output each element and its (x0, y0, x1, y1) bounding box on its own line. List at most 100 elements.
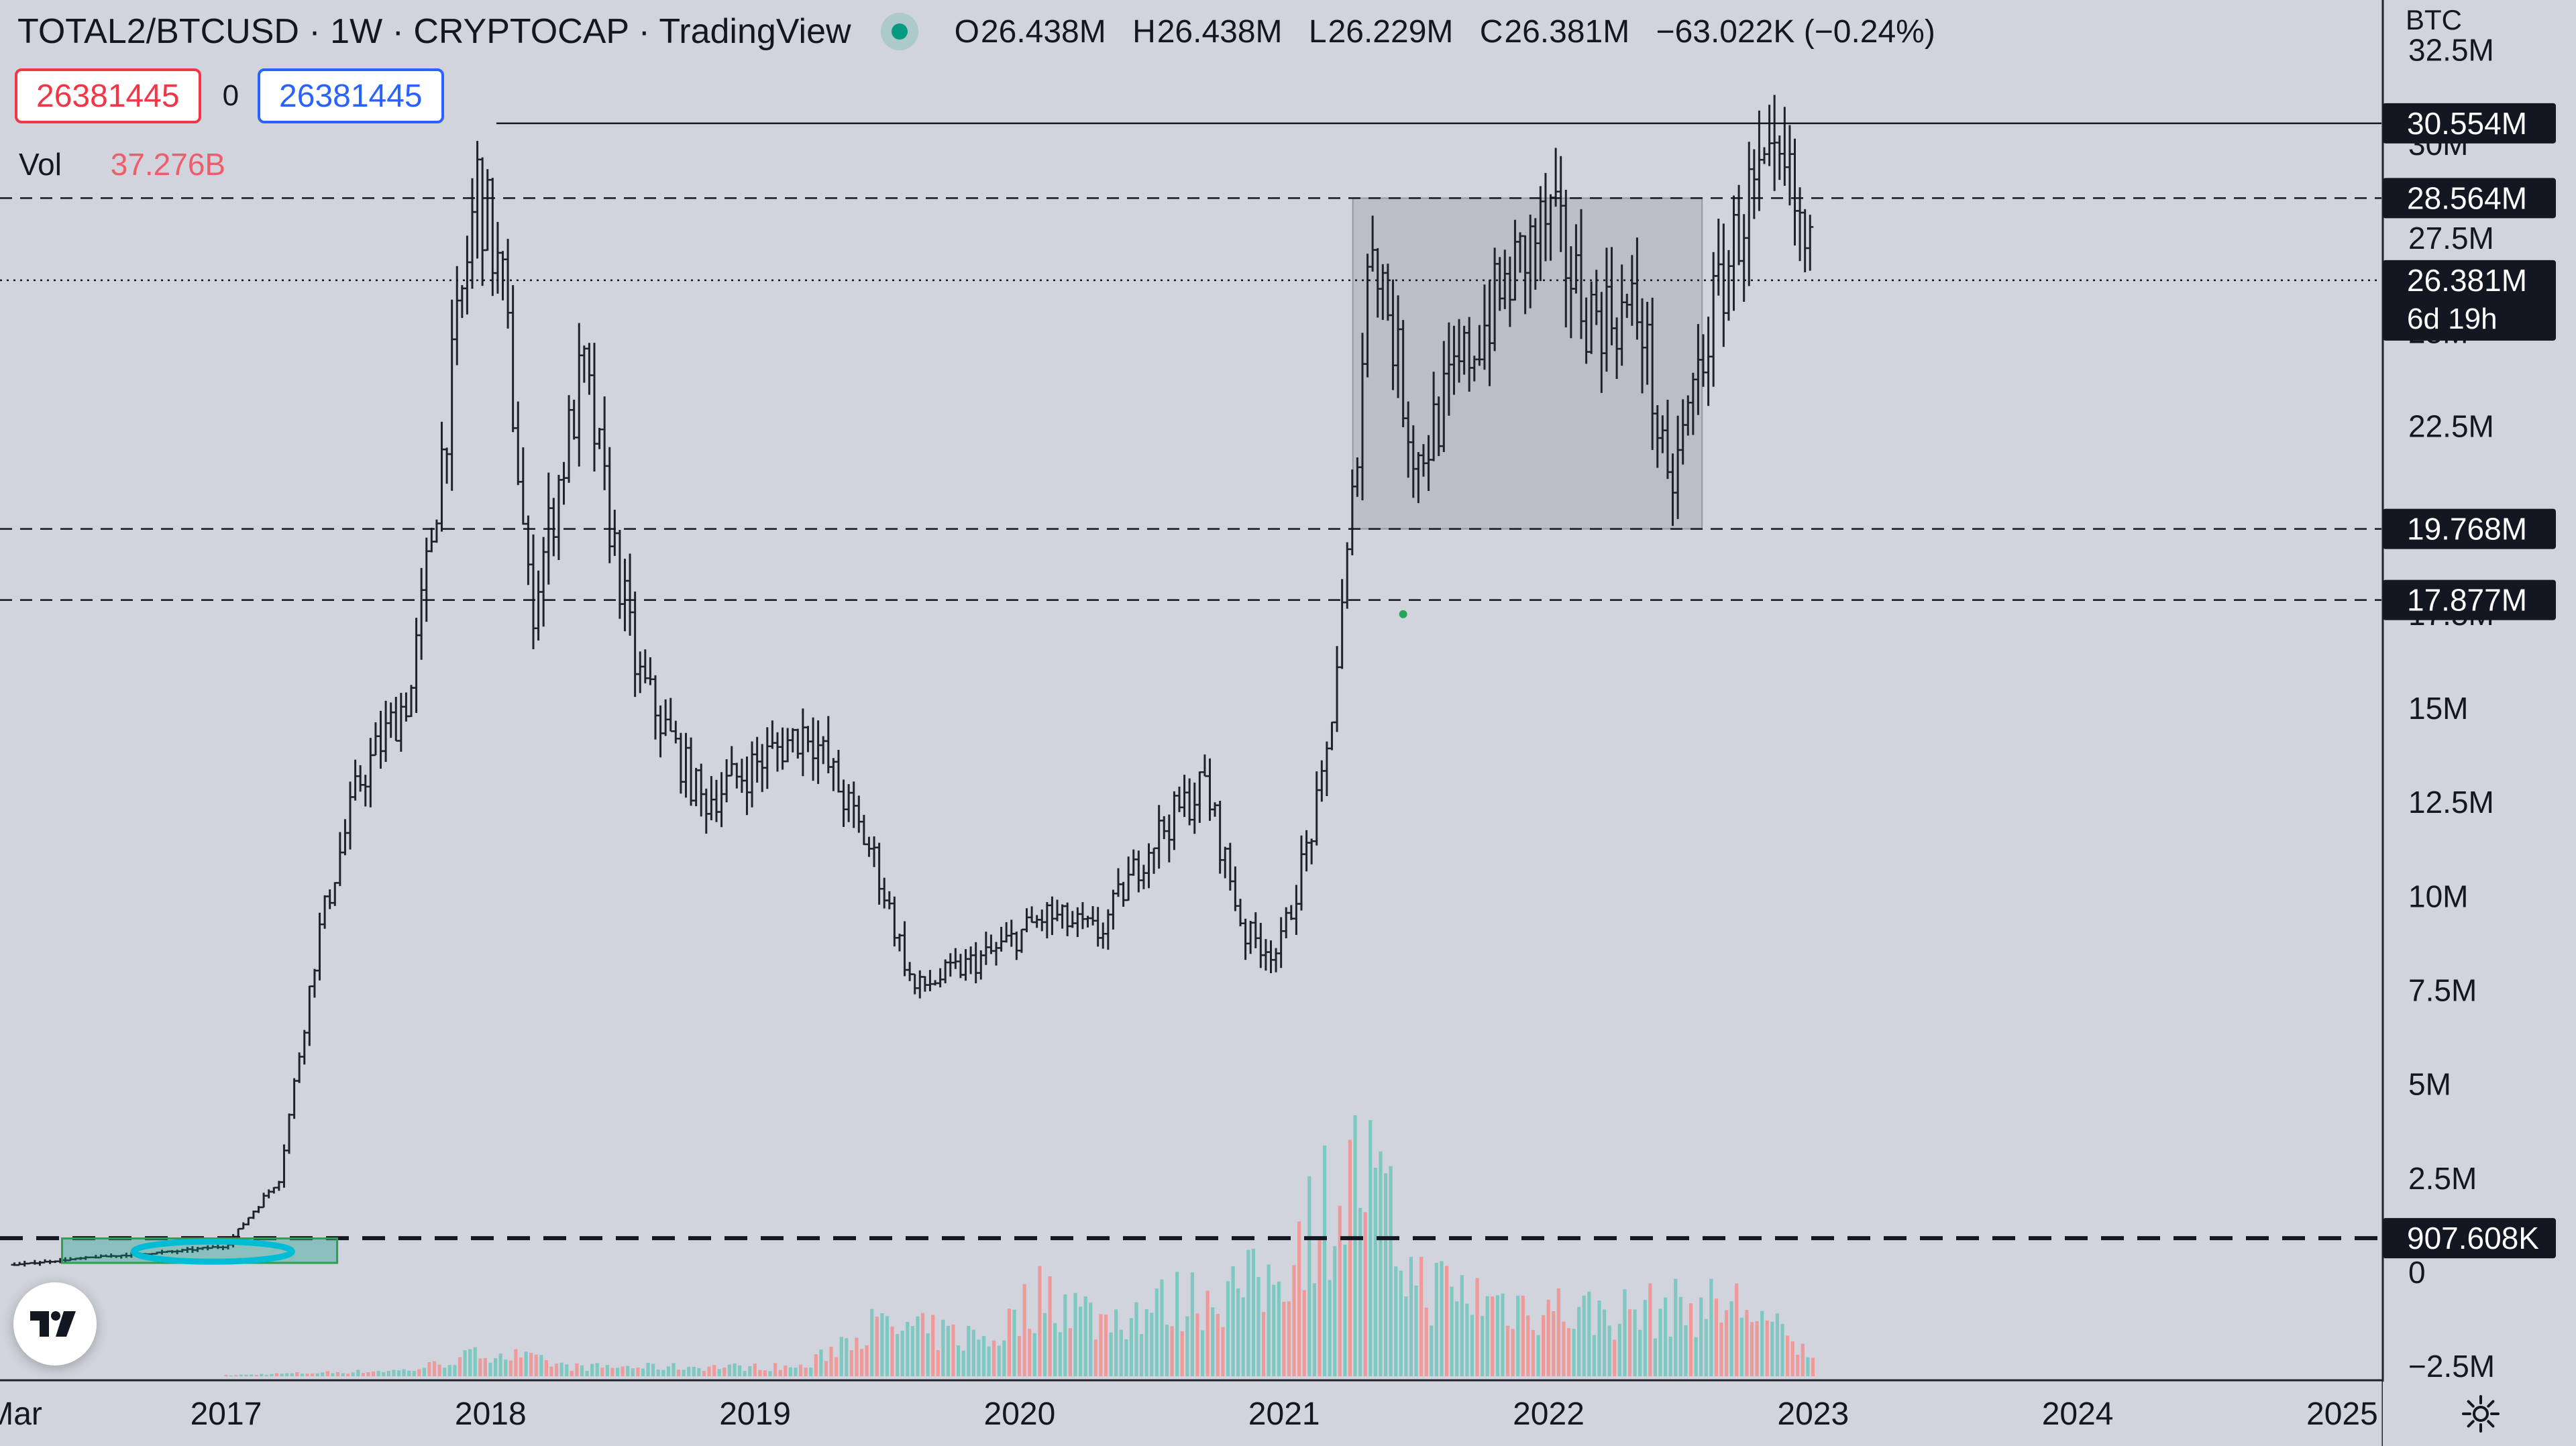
volume-bar (1633, 1309, 1637, 1376)
level-price-tag[interactable] (2383, 178, 2556, 219)
buy-button[interactable]: 26381445 (258, 68, 444, 123)
volume-bar (1552, 1311, 1556, 1376)
volume-bar (702, 1371, 706, 1376)
volume-bar (361, 1372, 366, 1376)
volume-bar (835, 1357, 839, 1376)
volume-bar (1450, 1286, 1454, 1376)
volume-bar (300, 1374, 305, 1376)
volume-bar (1694, 1337, 1698, 1376)
price-bar (1807, 215, 1814, 271)
volume-bar (651, 1364, 655, 1376)
volume-bar (396, 1370, 401, 1376)
sell-button[interactable]: 26381445 (15, 68, 201, 123)
volume-bar (615, 1368, 620, 1376)
volume-bar (595, 1363, 599, 1376)
volume-bar (305, 1373, 309, 1376)
volume-bar (1796, 1354, 1800, 1376)
volume-bar (1617, 1323, 1621, 1376)
volume-bar (1287, 1301, 1291, 1376)
volume-bar (1430, 1325, 1434, 1376)
volume-bar (1531, 1330, 1536, 1376)
volume-bar (335, 1372, 340, 1376)
volume-bar (346, 1374, 350, 1376)
level-price-tag-text: 28.564M (2407, 180, 2527, 215)
volume-bar (824, 1361, 828, 1376)
price-axis[interactable]: BTC32.5M30M27.5M25M22.5M17.5M15M12.5M10M… (2383, 4, 2556, 1384)
volume-bar (794, 1368, 798, 1376)
volume-bar (575, 1363, 579, 1376)
volume-bar (977, 1339, 981, 1376)
volume-bar (1160, 1279, 1164, 1376)
gear-icon[interactable] (2459, 1392, 2502, 1435)
volume-bar (1048, 1276, 1052, 1376)
volume-bar (961, 1350, 965, 1376)
volume-bar (1343, 1244, 1347, 1376)
volume-bar (1368, 1120, 1373, 1376)
volume-bar (809, 1368, 813, 1376)
time-axis[interactable]: Mar 2017 2018 2019 2020 2021 2022 2023 2024 2025 (0, 1382, 2576, 1446)
volume-bar (341, 1373, 345, 1376)
volume-bar (1104, 1314, 1108, 1376)
volume-bar (768, 1371, 772, 1376)
horizontal-levels[interactable] (0, 122, 2381, 1241)
volume-bar (1114, 1309, 1118, 1376)
volume-bar (865, 1345, 869, 1376)
volume-bar (855, 1337, 859, 1376)
volume-bar (763, 1370, 767, 1376)
volume-bar (1083, 1296, 1087, 1376)
price-tick-label: 15M (2408, 691, 2468, 726)
volume-bar (941, 1319, 945, 1376)
volume-bar (1481, 1316, 1485, 1376)
volume-bar (1572, 1329, 1576, 1376)
volume-bar (1175, 1272, 1179, 1376)
volume-bar (1211, 1307, 1215, 1376)
low-value: 26.229M (1328, 13, 1454, 50)
volume-bar (1546, 1299, 1550, 1376)
volume-bar (1307, 1176, 1311, 1376)
volume-bar (549, 1366, 553, 1376)
symbol-title[interactable]: TOTAL2/BTCUSD · 1W · CRYPTOCAP · Trading… (17, 12, 851, 51)
volume-bar (239, 1374, 244, 1376)
volume-bar (1231, 1266, 1235, 1376)
range-box-drawing[interactable] (1352, 197, 1703, 530)
level-price-tag[interactable] (2383, 508, 2556, 549)
highlight-ellipse-drawing[interactable] (130, 1238, 295, 1265)
high-label: H (1132, 13, 1156, 50)
volume-bar (585, 1370, 589, 1376)
volume-bar (1684, 1325, 1688, 1376)
level-price-tag[interactable] (2383, 1218, 2556, 1259)
volume-bar (250, 1374, 254, 1376)
volume-bar (1318, 1239, 1322, 1376)
volume-bar (1623, 1289, 1627, 1376)
volume-bar (417, 1369, 421, 1376)
volume-bar (407, 1370, 411, 1376)
volume-bar (1556, 1288, 1560, 1376)
volume-bar (483, 1357, 488, 1376)
current-price-tag[interactable] (2383, 260, 2556, 341)
volume-bar (839, 1337, 843, 1376)
volume-bar (1246, 1249, 1250, 1376)
volume-bar (1501, 1293, 1505, 1376)
volume-bar (264, 1375, 268, 1376)
volume-bar (1221, 1327, 1225, 1376)
spread-value: 0 (222, 79, 239, 112)
chart-pane[interactable] (0, 0, 2381, 1382)
volume-bar (1267, 1264, 1271, 1376)
tradingview-logo-icon[interactable] (13, 1282, 97, 1366)
volume-bar (697, 1368, 701, 1376)
level-price-tag[interactable] (2383, 103, 2556, 144)
volume-bar (1653, 1338, 1658, 1376)
volume-bar (1735, 1283, 1739, 1376)
volume-bar (712, 1365, 716, 1376)
volume-bar (1648, 1283, 1652, 1376)
volume-bar (957, 1345, 961, 1376)
volume-bar (570, 1371, 574, 1376)
time-tick-label: 2019 (719, 1396, 791, 1432)
volume-bar (1032, 1333, 1036, 1376)
volume-bar (1297, 1221, 1301, 1376)
level-price-tag[interactable] (2383, 579, 2556, 620)
volume-legend[interactable]: Vol 37.276B (19, 146, 225, 182)
volume-bar (544, 1359, 549, 1376)
volume-bar (656, 1369, 660, 1376)
